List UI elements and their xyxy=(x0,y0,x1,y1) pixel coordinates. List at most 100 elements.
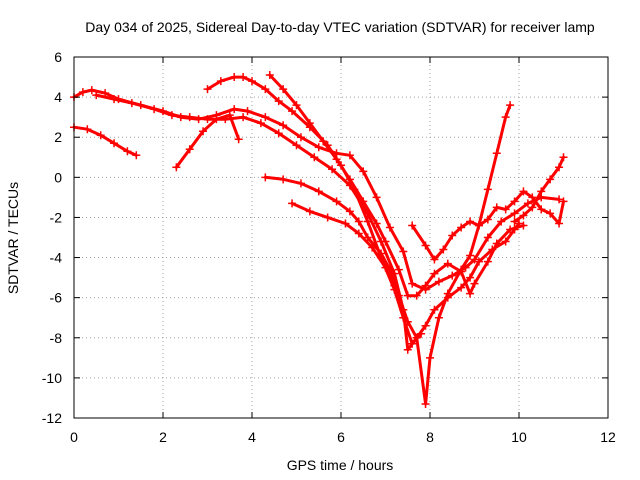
plus-marker xyxy=(292,141,301,150)
plus-marker xyxy=(506,101,515,110)
plus-marker xyxy=(92,91,101,100)
plus-marker xyxy=(372,193,381,202)
plus-marker xyxy=(408,221,417,230)
plus-marker xyxy=(345,207,354,216)
y-tick-label: 6 xyxy=(54,49,62,65)
plus-marker xyxy=(261,85,270,94)
plus-marker xyxy=(421,241,430,250)
plus-marker xyxy=(87,86,96,95)
plus-marker xyxy=(430,255,439,264)
plus-marker xyxy=(110,95,119,104)
plus-marker xyxy=(559,197,568,206)
plus-marker xyxy=(239,73,248,82)
plus-marker xyxy=(399,247,408,256)
plus-marker xyxy=(474,257,483,266)
plus-marker xyxy=(354,217,363,226)
plus-marker xyxy=(385,223,394,232)
plus-marker xyxy=(354,229,363,238)
plus-marker xyxy=(172,163,181,172)
plus-marker xyxy=(341,219,350,228)
plus-marker xyxy=(230,105,239,114)
plus-marker xyxy=(519,187,528,196)
plus-marker xyxy=(537,187,546,196)
y-tick-label: -6 xyxy=(50,290,63,306)
plus-marker xyxy=(501,113,510,122)
plus-marker xyxy=(434,313,443,322)
plus-marker xyxy=(167,111,176,120)
plus-marker xyxy=(492,203,501,212)
plus-marker xyxy=(408,279,417,288)
plus-marker xyxy=(394,291,403,300)
plus-marker xyxy=(421,281,430,290)
plus-marker xyxy=(403,317,412,326)
series-track-8 xyxy=(288,199,399,290)
series-line xyxy=(290,201,396,288)
plus-marker xyxy=(457,283,466,292)
plus-marker xyxy=(127,99,136,108)
plus-marker xyxy=(466,251,475,260)
plus-marker xyxy=(510,217,519,226)
plus-marker xyxy=(239,113,248,122)
chart-title: Day 034 of 2025, Sidereal Day-to-day VTE… xyxy=(85,19,595,35)
plus-marker xyxy=(332,155,341,164)
plus-marker xyxy=(288,199,297,208)
x-tick-label: 4 xyxy=(248,429,256,445)
plus-marker xyxy=(185,145,194,154)
plus-marker xyxy=(403,345,412,354)
plus-marker xyxy=(559,153,568,162)
x-tick-label: 12 xyxy=(600,429,616,445)
plus-marker xyxy=(394,265,403,274)
x-axis-label: GPS time / hours xyxy=(287,457,394,473)
plus-marker xyxy=(279,175,288,184)
series-track-4 xyxy=(172,111,243,172)
series-layer xyxy=(70,71,568,408)
plus-marker xyxy=(408,339,417,348)
plus-marker xyxy=(528,193,537,202)
series-track-6 xyxy=(265,71,528,300)
y-tick-label: -12 xyxy=(42,410,62,426)
series-track-7 xyxy=(261,101,515,408)
plus-marker xyxy=(363,233,372,242)
y-tick-label: -8 xyxy=(50,330,63,346)
plus-marker xyxy=(248,77,256,86)
plus-marker xyxy=(279,85,288,94)
plus-marker xyxy=(83,125,92,134)
plus-marker xyxy=(474,221,483,230)
plus-marker xyxy=(230,73,239,82)
plus-marker xyxy=(261,113,270,122)
series-line xyxy=(263,103,512,406)
series-line xyxy=(94,93,521,352)
plus-marker xyxy=(483,257,492,266)
y-tick-label: 0 xyxy=(54,169,62,185)
plus-marker xyxy=(483,233,492,242)
plus-marker xyxy=(359,167,368,176)
plus-marker xyxy=(243,107,252,116)
plus-marker xyxy=(279,121,288,130)
plus-marker xyxy=(443,259,452,268)
plus-marker xyxy=(185,113,194,122)
plus-marker xyxy=(457,265,466,274)
x-tick-label: 10 xyxy=(511,429,527,445)
plus-marker xyxy=(519,211,528,220)
plus-marker xyxy=(310,153,319,162)
y-tick-label: 2 xyxy=(54,129,62,145)
plus-marker xyxy=(506,225,515,234)
series-track-2 xyxy=(70,123,141,160)
plus-marker xyxy=(555,163,564,172)
plus-marker xyxy=(492,149,501,158)
plus-marker xyxy=(492,239,501,248)
plus-marker xyxy=(296,179,305,188)
plus-marker xyxy=(345,151,354,160)
x-tick-label: 6 xyxy=(337,429,345,445)
axis-ticks: 0 2 4 6 8 10 12 -12 -10 -8 -6 -4 -2 0 2 4 6 xyxy=(42,49,616,445)
plus-marker xyxy=(328,165,337,174)
plus-marker xyxy=(372,219,381,228)
y-tick-label: -2 xyxy=(50,209,63,225)
plus-marker xyxy=(96,131,105,140)
series-track-3 xyxy=(92,91,523,354)
plus-marker xyxy=(261,173,270,182)
plus-marker xyxy=(510,197,519,206)
plus-marker xyxy=(466,289,475,298)
plus-marker xyxy=(439,245,448,254)
